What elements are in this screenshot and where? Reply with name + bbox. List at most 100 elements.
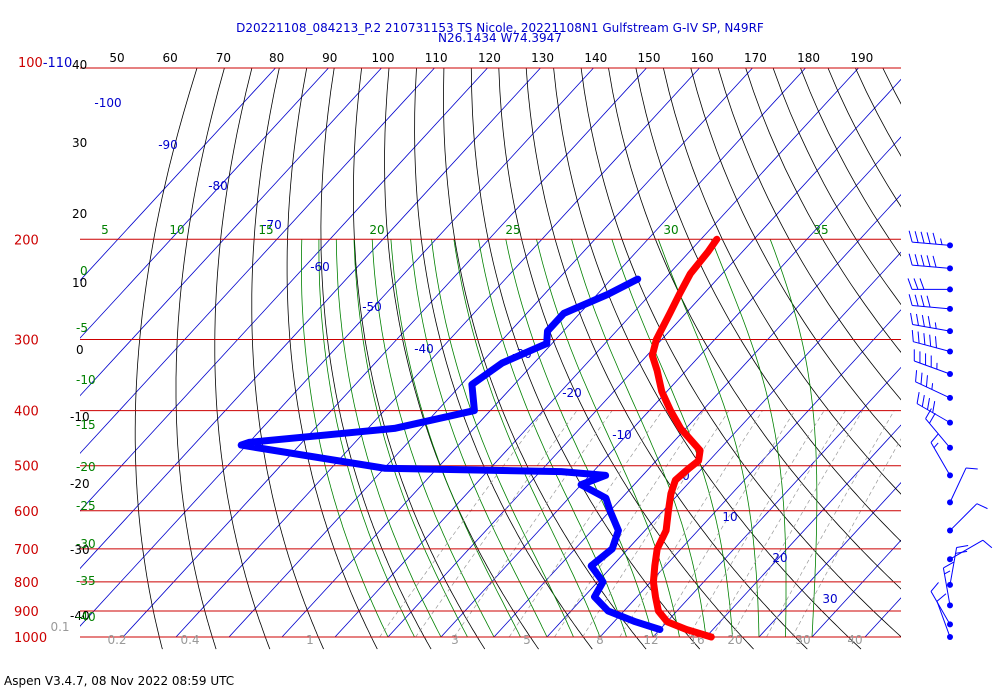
dry-adiabat-line: [772, 68, 901, 306]
wind-barb-feather: [932, 255, 937, 268]
moist-adiabat-line: [353, 239, 468, 638]
mixing-ratio-label: 0.4: [180, 633, 199, 647]
wind-barb-feather: [943, 561, 954, 569]
moist-adiabat-line: [318, 239, 415, 638]
dewpoint-profile: [237, 275, 664, 633]
wind-barb-feather: [920, 295, 925, 307]
wind-barb-staff: [942, 567, 951, 606]
wind-barb-feather: [925, 408, 932, 419]
moist-adiabat-line: [711, 239, 787, 637]
mixing-ratio-label: 0.2: [107, 633, 126, 647]
isotherm-label: -60: [310, 260, 330, 274]
wind-barb-staff: [912, 241, 951, 246]
isotherm-line: [334, 68, 859, 638]
wind-barb: [913, 349, 953, 378]
theta-tick-label: 180: [797, 51, 820, 65]
dry-adiabat-line: [320, 68, 432, 650]
dry-adiabat-label: 20: [72, 207, 87, 221]
moist-adiabat-label: -40: [76, 610, 96, 624]
wind-barb-feather: [915, 313, 919, 326]
wind-barb: [947, 467, 978, 506]
pressure-label: 500: [14, 460, 39, 475]
moist-adiabat-label: 20: [369, 223, 384, 237]
isotherm-label: -100: [94, 96, 121, 110]
wind-barb-feather: [932, 401, 936, 413]
dry-adiabat-line: [414, 68, 593, 650]
isotherm-label: 30: [822, 592, 837, 606]
wind-barb-feather: [982, 539, 993, 549]
isotherm-line: [175, 68, 700, 638]
dry-adiabat-line: [251, 68, 324, 650]
wind-barb-staff: [936, 601, 951, 638]
isotherm-line: [493, 194, 901, 638]
wind-barb-staff: [915, 381, 951, 399]
wind-barb-feather: [923, 333, 926, 345]
wind-barb-half-feather: [934, 322, 937, 329]
mixing-ratio-label: 0.1: [50, 620, 69, 634]
dry-adiabat-line: [951, 42, 1000, 649]
moist-adiabat-label: -25: [76, 499, 96, 513]
wind-barb: [947, 539, 993, 563]
wind-barbs: [907, 230, 993, 640]
wind-barb: [908, 294, 953, 312]
wind-barb-feather: [911, 329, 914, 342]
wind-barb-half-feather: [933, 442, 939, 449]
wind-barb-feather: [928, 412, 936, 424]
dry-adiabat-line: [525, 68, 808, 650]
wind-barb: [911, 329, 953, 355]
wind-barb: [930, 433, 953, 479]
top-pressure-label: 100-110: [18, 56, 72, 71]
wind-barb-feather: [921, 395, 925, 407]
pressure-label: 200: [14, 233, 39, 248]
isotherm-line: [918, 68, 1000, 637]
moist-adiabat-line: [371, 239, 495, 638]
isotherm-line: [80, 68, 594, 627]
pressure-label: 900: [14, 605, 39, 620]
wind-barb-feather: [930, 582, 939, 592]
theta-tick-label: 90: [322, 51, 337, 65]
moist-adiabat-label: -30: [76, 537, 96, 551]
theta-tick-label: 140: [584, 51, 607, 65]
theta-tick-label: 190: [850, 51, 873, 65]
wind-barb-staff: [913, 341, 951, 353]
isotherm-label: -40: [414, 342, 434, 356]
wind-barb-feather: [936, 593, 947, 602]
background-grid: [80, 42, 1000, 650]
isotherm-label: 0: [682, 469, 690, 483]
dry-adiabat-label: -10: [70, 410, 90, 424]
moist-adiabat-line: [536, 239, 680, 638]
wind-barb-staff: [930, 591, 951, 625]
mixing-ratio-label: 3: [451, 633, 459, 647]
dry-adiabat-label: -20: [70, 477, 90, 491]
wind-barb-feather: [920, 372, 923, 385]
moist-adiabat-label: 25: [505, 223, 520, 237]
isotherm-line: [864, 597, 901, 638]
wind-barb-feather: [955, 550, 968, 554]
wind-barb-feather: [908, 230, 913, 243]
footer-version: Aspen V3.4.7, 08 Nov 2022 08:59 UTC: [4, 674, 235, 688]
dry-adiabat-label: 30: [72, 136, 87, 150]
moist-adiabat-label: -15: [76, 418, 96, 432]
isotherm-line: [811, 539, 901, 638]
wind-barb-feather: [927, 316, 931, 328]
mixing-ratio-label: 40: [847, 633, 862, 647]
isotherm-label: -20: [562, 386, 582, 400]
wind-barb-feather: [966, 467, 978, 470]
isotherm-label: -50: [362, 300, 382, 314]
pressure-label: 800: [14, 576, 39, 591]
theta-tick-label: 50: [109, 51, 124, 65]
mixing-ratio-line: [415, 410, 578, 638]
wind-barb: [936, 593, 953, 640]
dry-adiabat-line: [470, 68, 701, 650]
moist-adiabat-label: 10: [169, 223, 184, 237]
mixing-ratio-label: 1: [306, 633, 314, 647]
wind-barb-half-feather: [944, 570, 951, 575]
wind-barb-feather: [914, 231, 919, 243]
wind-barb-feather: [930, 433, 939, 443]
isotherm-line: [228, 68, 753, 638]
wind-barb-feather: [926, 295, 931, 308]
dry-adiabat-line: [498, 68, 754, 650]
wind-barb-staff: [930, 442, 951, 476]
wind-barb-feather: [908, 253, 913, 266]
mixing-ratio-label: 8: [596, 633, 604, 647]
